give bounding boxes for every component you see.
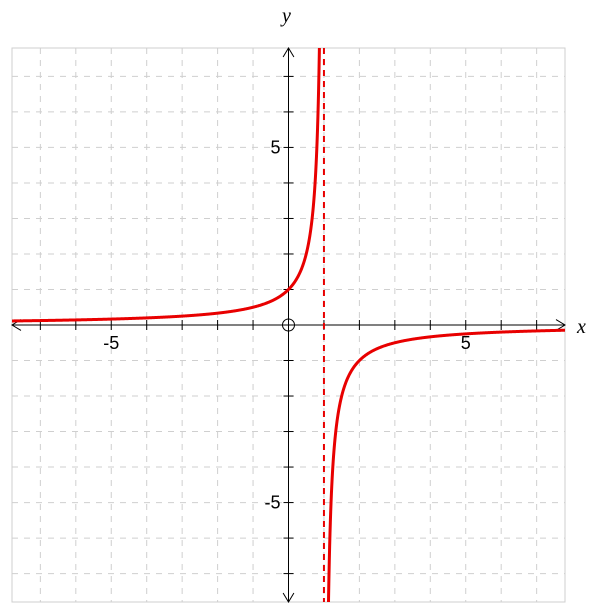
function-plot: -5 5 5 -5 y x xyxy=(0,0,591,612)
chart-container: -5 5 5 -5 y x xyxy=(0,0,591,612)
tick-label: -5 xyxy=(265,493,281,513)
tick-label: 5 xyxy=(461,333,471,353)
x-axis-label: x xyxy=(576,316,586,338)
y-axis-label: y xyxy=(280,5,291,27)
tick-label: -5 xyxy=(103,333,119,353)
tick-label: 5 xyxy=(271,137,281,157)
